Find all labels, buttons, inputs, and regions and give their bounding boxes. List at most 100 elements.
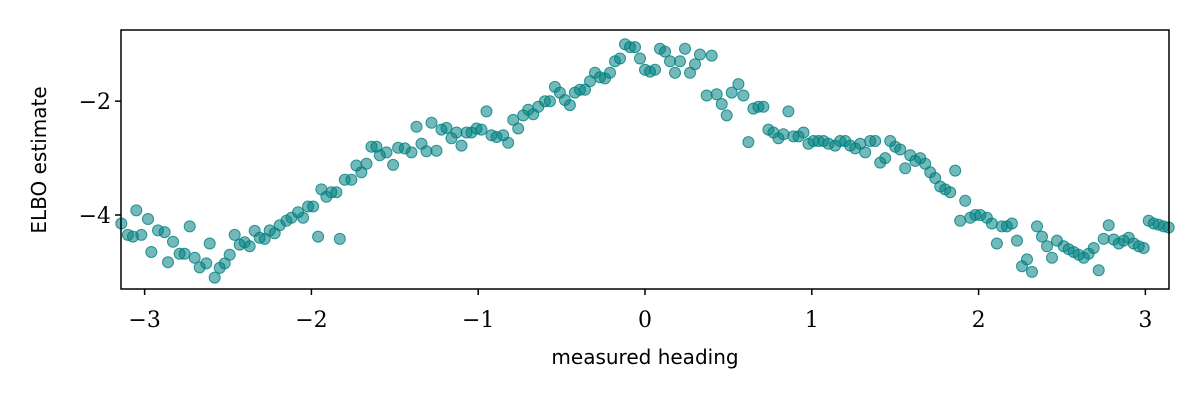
data-point [307, 200, 320, 213]
data-point [614, 52, 626, 65]
data-point [1092, 264, 1105, 277]
data-point [782, 105, 795, 118]
data-point [629, 41, 641, 54]
data-point [563, 99, 576, 112]
axis-ticks: −3 −2 −1 0 1 2 3 −2 −4 [79, 90, 1153, 333]
data-point [674, 55, 686, 68]
data-point [130, 204, 143, 217]
data-point [543, 95, 556, 108]
data-point [1087, 242, 1100, 254]
data-point [420, 145, 433, 158]
scatter-points [115, 38, 1175, 284]
data-point [944, 186, 957, 199]
x-tick-label: 1 [805, 308, 819, 333]
data-point [720, 109, 733, 122]
data-point [894, 143, 907, 156]
data-point [455, 139, 468, 152]
data-point [705, 49, 718, 62]
data-point [689, 58, 701, 71]
data-point [167, 235, 179, 248]
data-point [742, 136, 755, 149]
data-point [178, 247, 191, 260]
data-point [512, 122, 525, 135]
data-point [732, 78, 745, 91]
data-point [954, 214, 967, 227]
x-axis-label: measured heading [551, 345, 738, 369]
data-point [959, 194, 972, 207]
data-point [715, 98, 728, 110]
data-point [480, 105, 493, 118]
x-tick-label: 2 [972, 308, 986, 333]
data-point [380, 146, 393, 159]
data-point [223, 248, 236, 261]
data-point [659, 45, 671, 58]
data-point [188, 251, 201, 264]
data-point [440, 121, 453, 134]
data-point [410, 120, 423, 133]
data-point [604, 66, 616, 79]
data-point [203, 237, 216, 250]
data-point [450, 126, 463, 139]
x-tick-label: 0 [638, 308, 652, 333]
data-point [949, 164, 962, 177]
data-point [243, 240, 256, 253]
data-point [405, 146, 418, 159]
data-point [879, 152, 892, 165]
data-point [869, 135, 882, 147]
data-point [797, 126, 810, 139]
data-point [634, 52, 646, 65]
data-point [1137, 242, 1150, 254]
data-point [1041, 240, 1053, 253]
data-point [135, 228, 148, 241]
y-tick-label: −4 [79, 204, 111, 229]
data-point [757, 100, 770, 113]
data-point [1097, 232, 1110, 245]
data-point [1031, 220, 1043, 233]
data-point [297, 211, 310, 224]
data-point [669, 66, 681, 79]
data-point [183, 220, 196, 233]
data-point [649, 63, 661, 76]
data-point [737, 89, 750, 102]
data-point [158, 226, 171, 239]
data-point [859, 146, 872, 159]
data-point [475, 123, 488, 136]
data-point [1005, 217, 1018, 230]
data-point [1046, 251, 1058, 264]
x-tick-label: −1 [462, 308, 494, 333]
data-point [899, 162, 912, 175]
x-tick-label: 3 [1138, 308, 1152, 333]
data-point [985, 217, 998, 230]
data-point [333, 232, 346, 245]
data-point [312, 230, 325, 243]
data-point [142, 213, 154, 225]
data-point [360, 157, 373, 170]
data-point [1011, 234, 1023, 247]
data-point [710, 88, 723, 101]
data-point [664, 55, 676, 68]
x-tick-label: −3 [128, 308, 160, 333]
data-point [200, 257, 213, 270]
data-point [208, 271, 221, 284]
data-point [1021, 253, 1033, 266]
data-point [162, 256, 174, 269]
data-point [700, 89, 713, 102]
data-point [387, 158, 400, 171]
data-point [990, 237, 1003, 250]
data-point [502, 136, 515, 149]
data-point [430, 144, 443, 157]
data-point [679, 42, 691, 55]
plot-frame [120, 29, 1170, 290]
data-point [725, 86, 738, 99]
data-point [145, 246, 158, 258]
data-point [1036, 230, 1048, 243]
data-point [1026, 265, 1038, 278]
y-axis-label: ELBO estimate [27, 86, 51, 233]
data-point [330, 186, 343, 199]
data-point [345, 173, 358, 186]
data-point [228, 228, 241, 241]
data-point [425, 116, 438, 129]
x-tick-label: −2 [295, 308, 327, 333]
y-tick-label: −2 [79, 90, 111, 115]
